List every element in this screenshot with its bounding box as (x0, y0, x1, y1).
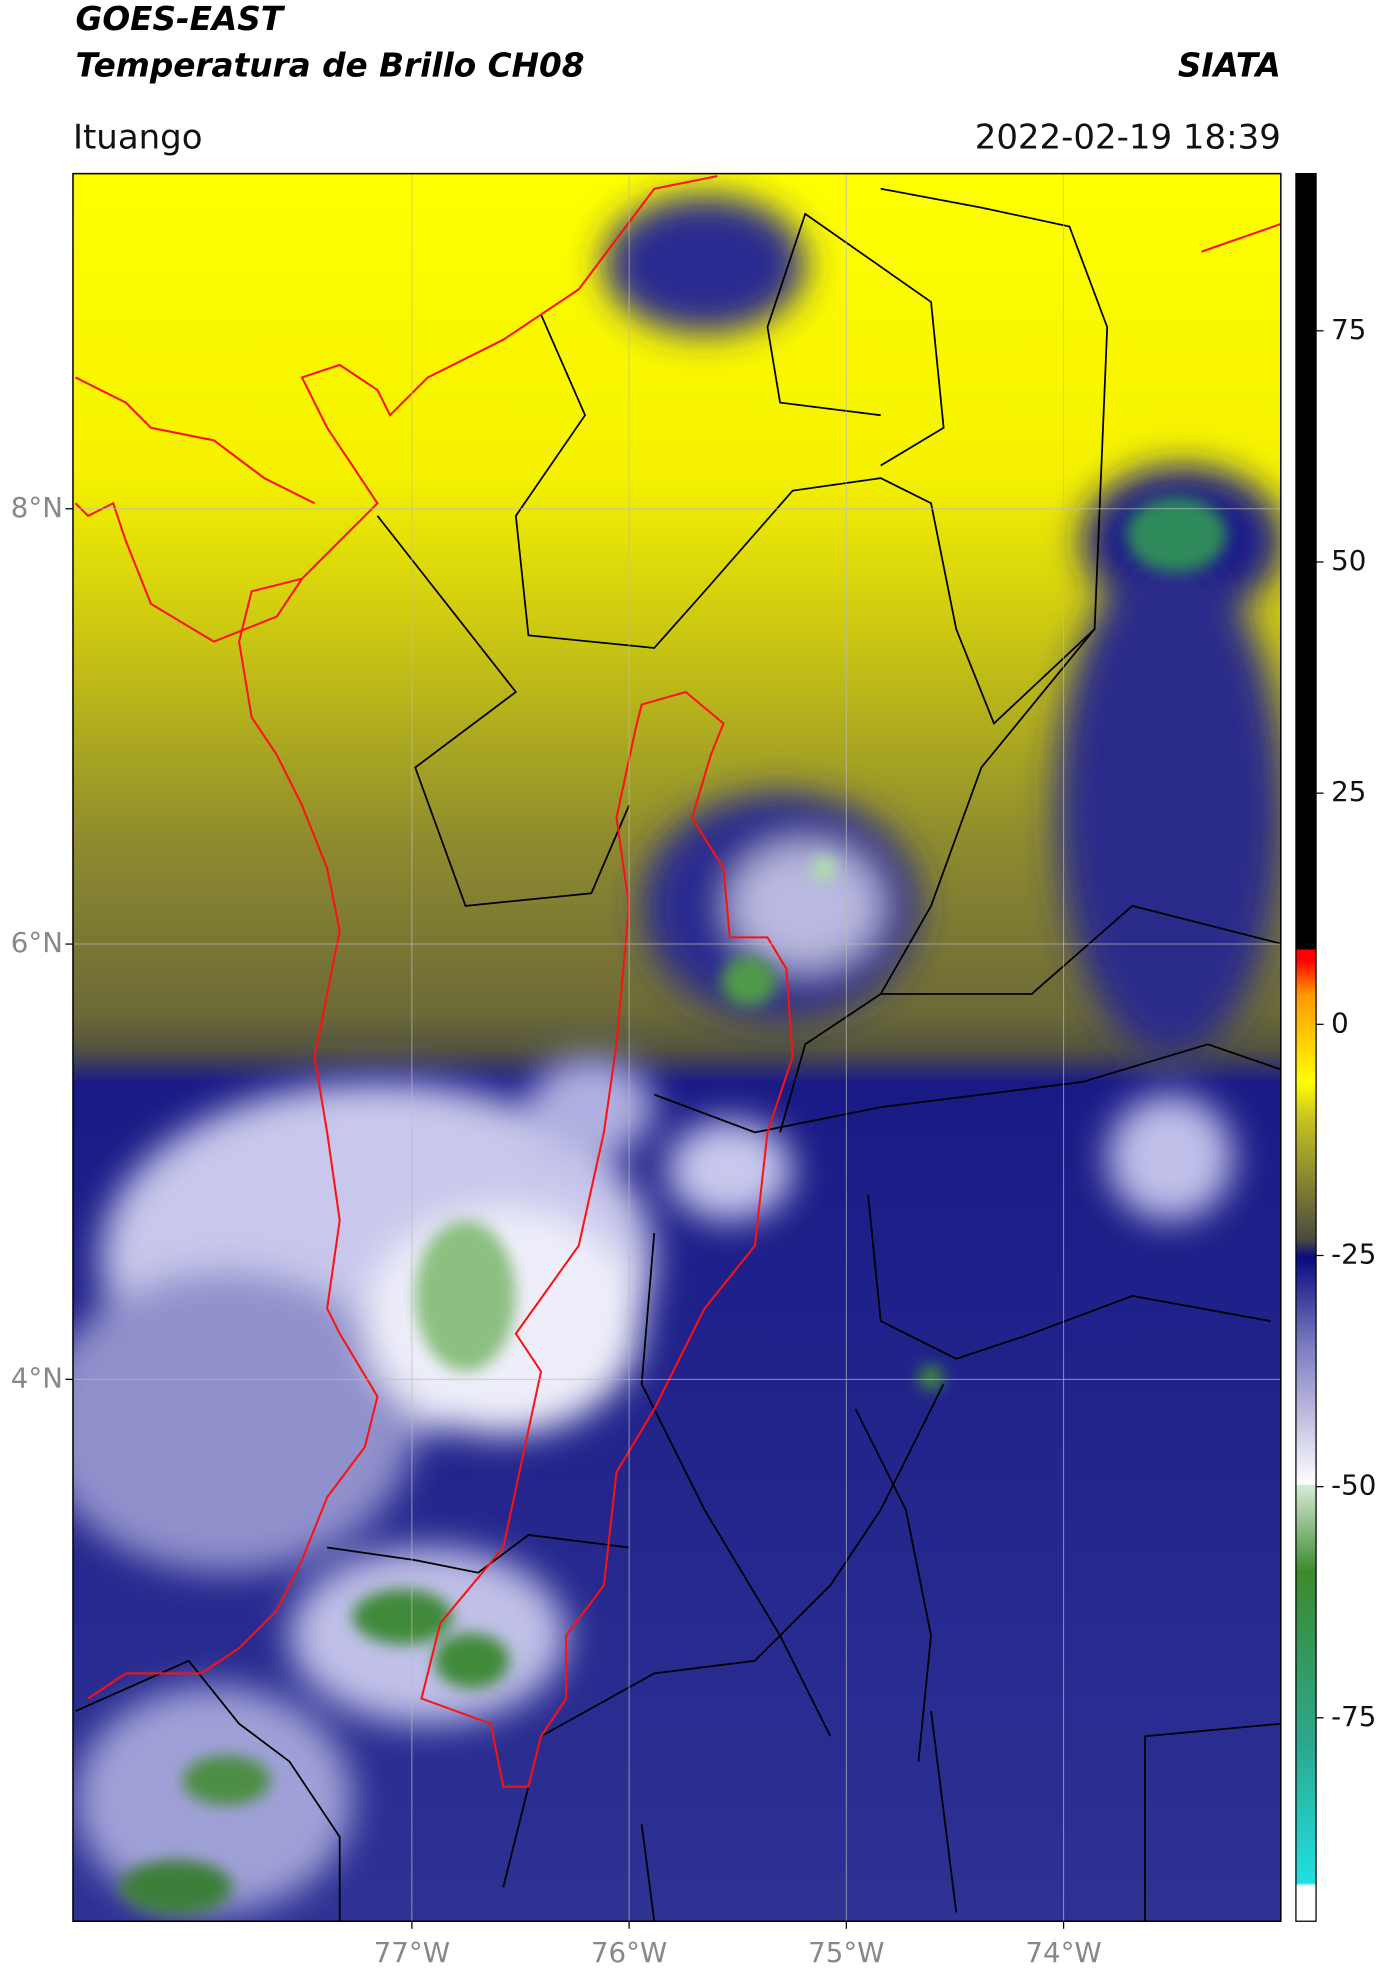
satellite-image (72, 173, 1281, 1922)
colorbar-tick-label: -75 (1331, 1700, 1376, 1733)
y-tick-label: 4°N (11, 1361, 63, 1394)
colorbar-tick-label: 0 (1331, 1006, 1349, 1039)
colorbar-tick-label: 25 (1331, 775, 1366, 808)
x-tick-label: 77°W (374, 1936, 450, 1969)
timestamp: 2022-02-19 18:39 (975, 117, 1281, 157)
background-field (72, 173, 1281, 1922)
colorbar-tick-label: -25 (1331, 1237, 1376, 1270)
graticule (72, 173, 1281, 1922)
organization: SIATA (1178, 47, 1281, 85)
x-tick-label: 74°W (1025, 1936, 1101, 1969)
location: Ituango (73, 117, 203, 157)
colorbar (1295, 172, 1317, 1922)
colorbar-tick-label: -50 (1331, 1469, 1376, 1502)
y-tick-label: 6°N (11, 926, 63, 959)
x-tick-label: 76°W (591, 1936, 667, 1969)
colorbar-tick-label: 50 (1331, 544, 1366, 577)
tick-labels: 77°W 76°W 75°W 74°W 4°N 6°N 8°N -75 -50 -25 0 25 50 7… (11, 313, 1377, 1969)
satellite-title: GOES-EAST (75, 0, 285, 38)
y-tick-label: 8°N (11, 491, 63, 524)
cold-tops (119, 496, 1227, 1915)
coastline-and-basin (74, 175, 1281, 1788)
product-title: Temperatura de Brillo CH08 (75, 47, 584, 85)
admin-borders (75, 187, 1281, 1922)
map-frame (72, 172, 1282, 1922)
colorbar-tick-label: 75 (1331, 313, 1366, 346)
x-tick-label: 75°W (808, 1936, 884, 1969)
